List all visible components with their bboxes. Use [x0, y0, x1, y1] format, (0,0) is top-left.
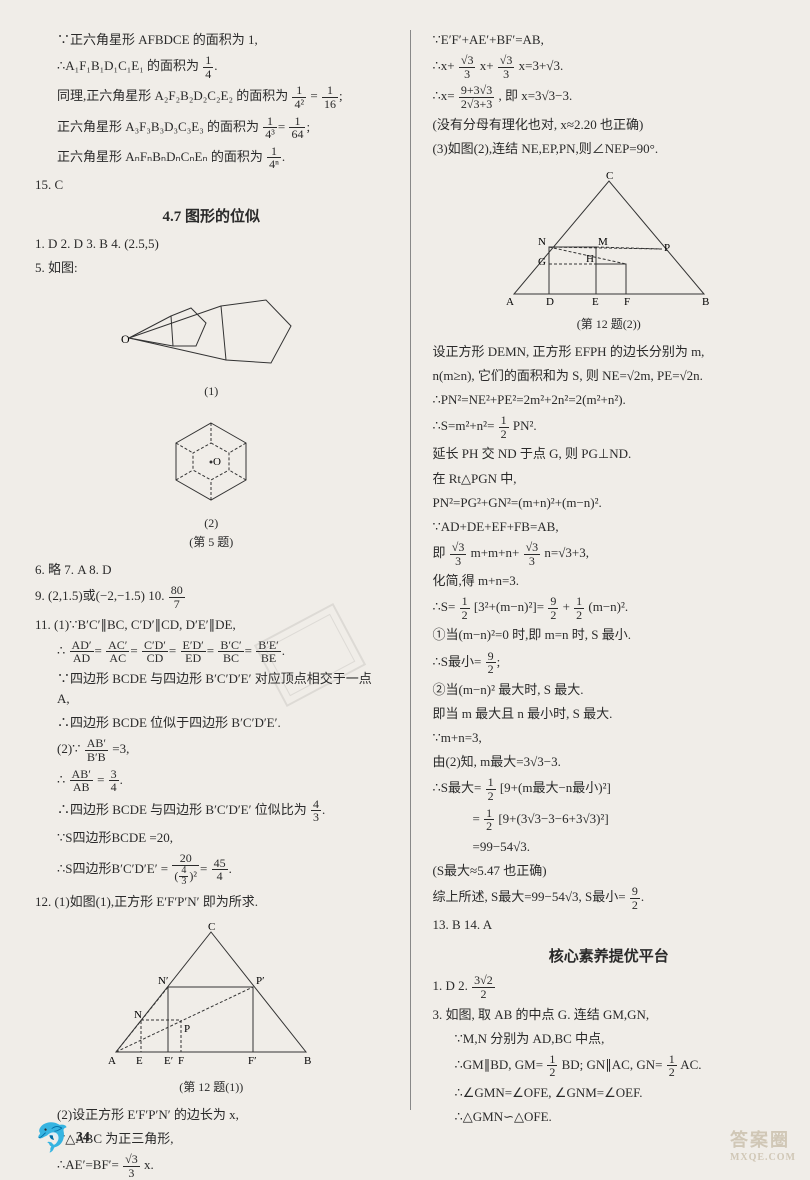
text: 在 Rt△PGN 中,: [433, 469, 786, 489]
text: ∵AD+DE+EF+FB=AB,: [433, 517, 786, 537]
text: = 12 [9+(3√3−3−6+3√3)²]: [433, 807, 786, 833]
svg-text:C: C: [606, 170, 613, 182]
svg-text:D: D: [546, 296, 554, 308]
page-number: 34: [76, 1130, 90, 1146]
text: 即 √33 m+m+n+ √33 n=√3+3,: [433, 541, 786, 567]
text: 由(2)知, m最大=3√3−3.: [433, 752, 786, 772]
section-title: 核心素养提优平台: [433, 945, 786, 966]
text: 设正方形 DEMN, 正方形 EFPH 的边长分别为 m,: [433, 342, 786, 362]
text: 同理,正六角星形 A₂F₂B₂D₂C₂E₂ 的面积为 14² = 116;: [35, 84, 388, 110]
svg-text:F: F: [178, 1055, 184, 1067]
figure-triangle-2: A B C D E F G H M N P (第 12 题(2)): [433, 169, 786, 332]
svg-text:B: B: [304, 1055, 311, 1067]
text: 正六角星形 A₃F₃B₃D₃C₃E₃ 的面积为 14³= 164;: [35, 115, 388, 141]
text: PN²=PG²+GN²=(m+n)²+(m−n)².: [433, 493, 786, 513]
text: ②当(m−n)² 最大时, S 最大.: [433, 680, 786, 700]
text: 11. (1)∵B′C′∥BC, C′D′∥CD, D′E′∥DE,: [35, 615, 388, 635]
text: (2)∵ AB′B′B =3,: [35, 737, 388, 763]
svg-text:H: H: [586, 253, 594, 265]
text: 1. D 2. 3√22: [433, 974, 786, 1000]
answer: 15. C: [35, 175, 388, 195]
svg-text:M: M: [598, 236, 608, 248]
right-column: ∵E′F′+AE′+BF′=AB, ∴x+ √33 x+ √33 x=3+√3.…: [433, 30, 786, 1110]
svg-text:N′: N′: [158, 975, 168, 987]
figure-triangle-1: A B C E E′ F F′ N N′ P P′ (第 12 题(1)): [35, 922, 388, 1095]
section-title: 4.7 图形的位似: [35, 205, 388, 226]
text: 5. 如图:: [35, 258, 388, 278]
watermark: 答案圈 MXQE.COM: [730, 1126, 796, 1163]
text: 9. (2,1.5)或(−2,−1.5) 10. 807: [35, 584, 388, 610]
svg-text:N: N: [134, 1009, 142, 1021]
text: 即当 m 最大且 n 最小时, S 最大.: [433, 704, 786, 724]
text: ∵M,N 分别为 AD,BC 中点,: [433, 1029, 786, 1049]
svg-text:P′: P′: [256, 975, 265, 987]
answers: 6. 略 7. A 8. D: [35, 560, 388, 580]
left-column: ∵正六角星形 AFBDCE 的面积为 1, ∴A₁F₁B₁D₁C₁E₁ 的面积为…: [35, 30, 388, 1110]
svg-text:E: E: [136, 1055, 143, 1067]
svg-text:A: A: [506, 296, 514, 308]
text: ∴GM∥BD, GM= 12 BD; GN∥AC, GN= 12 AC.: [433, 1053, 786, 1079]
svg-text:N: N: [538, 236, 546, 248]
svg-text:A: A: [108, 1055, 116, 1067]
text: 延长 PH 交 ND 于点 G, 则 PG⊥ND.: [433, 444, 786, 464]
svg-text:P: P: [184, 1023, 190, 1035]
svg-text:P: P: [664, 242, 670, 254]
text: ∴S=m²+n²= 12 PN².: [433, 414, 786, 440]
svg-text:E′: E′: [164, 1055, 173, 1067]
page-footer: 🐬 34: [35, 1121, 90, 1155]
text: ∵S四边形BCDE =20,: [35, 828, 388, 848]
svg-text:G: G: [538, 256, 546, 268]
svg-text:E: E: [592, 296, 599, 308]
svg-text:C: C: [208, 922, 215, 933]
text: (没有分母有理化也对, x≈2.20 也正确): [433, 115, 786, 135]
text: ∴x+ √33 x+ √33 x=3+√3.: [433, 54, 786, 80]
answers: 13. B 14. A: [433, 915, 786, 935]
svg-text:F′: F′: [248, 1055, 257, 1067]
text: ∴x= 9+3√32√3+3 , 即 x=3√3−3.: [433, 84, 786, 110]
text: (3)如图(2),连结 NE,EP,PN,则∠NEP=90°.: [433, 139, 786, 159]
text: ∴S最大= 12 [9+(m最大−n最小)²]: [433, 776, 786, 802]
text: 正六角星形 AₙFₙBₙDₙCₙEₙ 的面积为 14ⁿ.: [35, 145, 388, 171]
figure-hexagon: O (2) (第 5 题): [35, 415, 388, 550]
svg-text:B: B: [702, 296, 709, 308]
text: ∴四边形 BCDE 与四边形 B′C′D′E′ 位似比为 43.: [35, 798, 388, 824]
figure-pentagons: O (1): [35, 288, 388, 399]
svg-text:F: F: [624, 296, 630, 308]
text: (S最大≈5.47 也正确): [433, 861, 786, 881]
svg-text:O: O: [121, 332, 130, 346]
text: ∴ AD′AD= AC′AC= C′D′CD= E′D′ED= B′C′BC= …: [35, 639, 388, 665]
text: 化简,得 m+n=3.: [433, 571, 786, 591]
text: ∴△GMN∽△OFE.: [433, 1107, 786, 1127]
text: ∴S最小= 92;: [433, 650, 786, 676]
text: 3. 如图, 取 AB 的中点 G. 连结 GM,GN,: [433, 1005, 786, 1025]
text: 综上所述, S最大=99−54√3, S最小= 92.: [433, 885, 786, 911]
svg-text:O: O: [213, 456, 221, 468]
text: ∴S= 12 [3²+(m−n)²]= 92 + 12 (m−n)².: [433, 595, 786, 621]
text: ∴PN²=NE²+PE²=2m²+2n²=2(m²+n²).: [433, 390, 786, 410]
text: ①当(m−n)²=0 时,即 m=n 时, S 最小.: [433, 625, 786, 645]
text: ∴∠GMN=∠OFE, ∠GNM=∠OEF.: [433, 1083, 786, 1103]
text: ∴四边形 BCDE 位似于四边形 B′C′D′E′.: [35, 713, 388, 733]
text: ∵m+n=3,: [433, 728, 786, 748]
text: ∵正六角星形 AFBDCE 的面积为 1,: [35, 30, 388, 50]
answers: 1. D 2. D 3. B 4. (2.5,5): [35, 234, 388, 254]
text: ∴S四边形B′C′D′E′ = 20(43)²= 454.: [35, 852, 388, 888]
text: ∵E′F′+AE′+BF′=AB,: [433, 30, 786, 50]
text: ∴ AB′AB = 34.: [35, 768, 388, 794]
dolphin-icon: 🐬: [35, 1121, 70, 1155]
text: ∴AE′=BF′= √33 x.: [35, 1153, 388, 1179]
text: ∴A₁F₁B₁D₁C₁E₁ 的面积为 14.: [35, 54, 388, 80]
text: 12. (1)如图(1),正方形 E′F′P′N′ 即为所求.: [35, 892, 388, 912]
text: ∵四边形 BCDE 与四边形 B′C′D′E′ 对应顶点相交于一点 A,: [35, 669, 388, 709]
column-divider: [410, 30, 411, 1110]
text: n(m≥n), 它们的面积和为 S, 则 NE=√2m, PE=√2n.: [433, 366, 786, 386]
text: =99−54√3.: [433, 837, 786, 857]
